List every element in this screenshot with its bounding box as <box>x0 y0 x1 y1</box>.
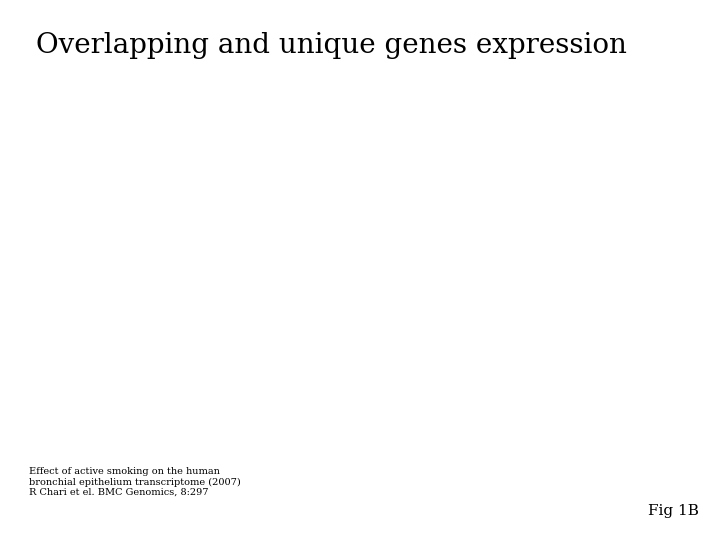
Text: Effect of active smoking on the human
bronchial epithelium transcriptome (2007)
: Effect of active smoking on the human br… <box>29 467 240 497</box>
Text: Fig 1B: Fig 1B <box>647 504 698 518</box>
Text: Overlapping and unique genes expression: Overlapping and unique genes expression <box>36 32 627 59</box>
